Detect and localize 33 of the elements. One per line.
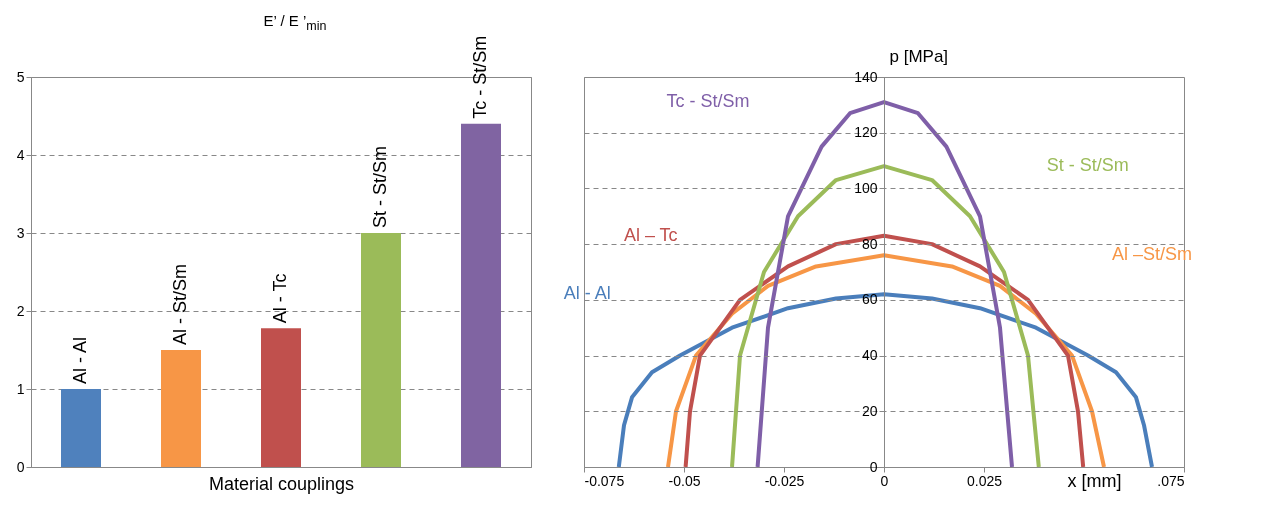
y-tick-label: 20: [861, 402, 878, 419]
y-tick-label: 0: [869, 458, 878, 475]
x-axis-title: x [mm]: [1067, 470, 1122, 491]
x-axis-title: Material couplings: [208, 473, 355, 494]
x-tick-label: 0: [880, 472, 889, 489]
y-tick-label: 5: [16, 68, 25, 85]
y-axis-title: E’ / E ’$_{min}$: [263, 12, 327, 33]
bar: [461, 123, 501, 467]
y-tick-label: 140: [854, 68, 878, 85]
bar: [261, 328, 301, 467]
bar: [361, 233, 401, 467]
x-tick-label: -0.075: [584, 472, 625, 489]
y-tick-label: 120: [854, 124, 878, 141]
text: St - St/Sm: [1046, 155, 1129, 176]
text: Tc - St/Sm: [666, 91, 750, 112]
y-tick-label: 80: [861, 235, 878, 252]
y-tick-label: 40: [861, 347, 878, 364]
x-tick-label: .075: [1157, 472, 1185, 489]
y-axis-title: p [MPa]: [889, 46, 949, 66]
y-tick-label: 4: [16, 146, 25, 163]
y-tick-label: 1: [16, 380, 25, 397]
x-tick-label: 0.025: [966, 472, 1003, 489]
x-tick-label: -0.05: [668, 472, 701, 489]
x-tick-label: Al - St/Sm: [170, 263, 190, 345]
bar: [161, 350, 201, 467]
y-tick-label: 3: [16, 224, 25, 241]
bar: [61, 389, 101, 467]
text: Al – Tc: [623, 224, 678, 245]
y-tick-label: 0: [16, 458, 25, 475]
y-tick-label: 2: [16, 302, 25, 319]
x-tick-label: -0.025: [764, 472, 805, 489]
x-tick-label: Al - Tc: [270, 273, 290, 324]
y-tick-label: 100: [854, 179, 878, 196]
